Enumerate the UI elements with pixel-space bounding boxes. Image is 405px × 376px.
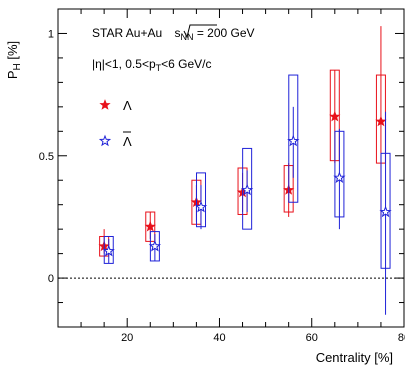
x-tick-label: 40 <box>213 332 225 344</box>
plot-frame <box>57 8 405 328</box>
y-tick-label: 0 <box>48 273 54 285</box>
x-tick-label: 80 <box>398 332 405 344</box>
data-point-antilambda <box>241 183 254 196</box>
y-tick-label: 0.5 <box>39 151 54 163</box>
legend-label-antilambda: Λ <box>123 134 132 149</box>
x-tick-label: 20 <box>121 332 133 344</box>
legend-marker-antilambda <box>98 134 112 147</box>
data-point-lambda <box>144 220 156 232</box>
data-point-antilambda <box>194 200 208 213</box>
annotation-collision-system: STAR Au+Au sNN = 200 GeV <box>92 26 255 42</box>
annotation-kinematic-cuts: |η|<1, 0.5<pT<6 GeV/c <box>92 57 212 73</box>
data-layer <box>98 26 392 315</box>
x-axis-label: Centrality [%] <box>316 350 393 365</box>
x-tick-label: 60 <box>306 332 318 344</box>
text-layer: PH [%] Centrality [%] STAR Au+Au sNN = 2… <box>5 24 393 365</box>
plot-frame-layer <box>57 8 405 328</box>
data-point-antilambda <box>287 134 300 147</box>
legend-marker-lambda <box>99 99 111 110</box>
legend-label-lambda: Λ <box>123 98 132 113</box>
y-axis-label: PH [%] <box>5 41 23 79</box>
sys-box-antilambda <box>288 74 299 203</box>
data-point-lambda <box>329 110 341 122</box>
data-point-antilambda <box>333 171 346 183</box>
data-point-antilambda <box>102 244 115 257</box>
data-point-antilambda <box>148 239 161 252</box>
axis-ticks-layer: 20 40 60 80 0 0.5 1 <box>39 8 405 344</box>
data-point-lambda <box>375 115 387 127</box>
data-point-antilambda <box>379 205 392 218</box>
sqrt-symbol-icon <box>183 24 217 39</box>
y-tick-label: 1 <box>48 28 54 40</box>
